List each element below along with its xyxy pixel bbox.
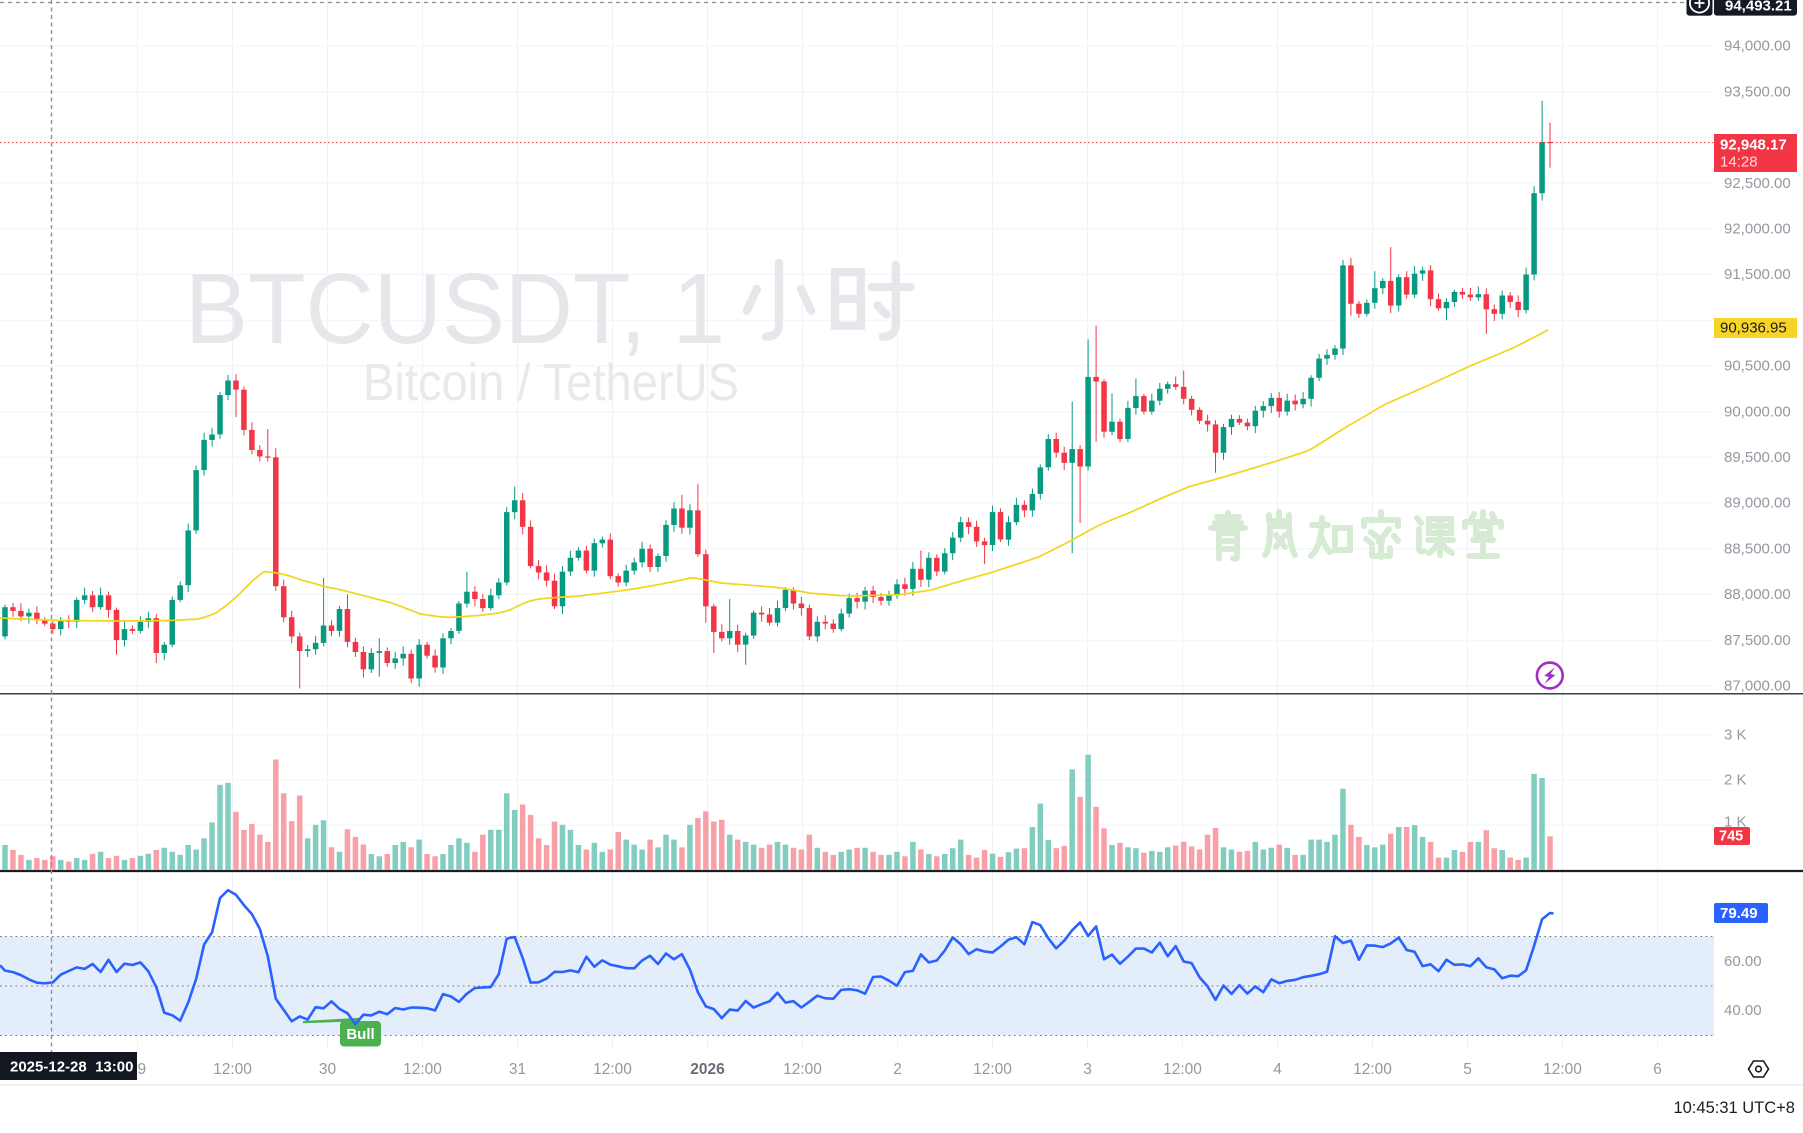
svg-text:40.00: 40.00 [1724, 1002, 1762, 1019]
svg-text:12:00: 12:00 [973, 1061, 1012, 1078]
svg-text:60.00: 60.00 [1724, 953, 1762, 970]
svg-text:BTCUSDT, 1: BTCUSDT, 1 [185, 253, 725, 365]
svg-text:92,500.00: 92,500.00 [1724, 175, 1791, 192]
svg-text:2026: 2026 [690, 1061, 725, 1078]
svg-text:90,936.95: 90,936.95 [1720, 320, 1787, 337]
svg-text:89,500.00: 89,500.00 [1724, 449, 1791, 466]
svg-text:745: 745 [1719, 829, 1743, 845]
svg-text:3: 3 [1083, 1061, 1092, 1078]
svg-text:10:45:31 UTC+8: 10:45:31 UTC+8 [1673, 1099, 1795, 1117]
svg-text:89,000.00: 89,000.00 [1724, 495, 1791, 512]
svg-text:79.49: 79.49 [1720, 905, 1758, 922]
svg-text:2025-12-28 13:00: 2025-12-28 13:00 [10, 1059, 133, 1076]
svg-text:88,500.00: 88,500.00 [1724, 540, 1791, 557]
svg-text:1 K: 1 K [1724, 814, 1747, 831]
svg-text:88,000.00: 88,000.00 [1724, 586, 1791, 603]
svg-text:91,500.00: 91,500.00 [1724, 266, 1791, 283]
svg-text:87,500.00: 87,500.00 [1724, 632, 1791, 649]
svg-text:Bull: Bull [346, 1026, 374, 1043]
svg-text:94,493.21: 94,493.21 [1725, 0, 1792, 15]
svg-text:12:00: 12:00 [1163, 1061, 1202, 1078]
svg-text:12:00: 12:00 [403, 1061, 442, 1078]
svg-text:5: 5 [1463, 1061, 1472, 1078]
svg-text:87,000.00: 87,000.00 [1724, 678, 1791, 695]
svg-text:12:00: 12:00 [1543, 1061, 1582, 1078]
svg-text:31: 31 [509, 1061, 526, 1078]
svg-text:12:00: 12:00 [783, 1061, 822, 1078]
svg-text:12:00: 12:00 [593, 1061, 632, 1078]
svg-text:90,000.00: 90,000.00 [1724, 403, 1791, 420]
svg-text:92,948.17: 92,948.17 [1720, 137, 1787, 154]
svg-text:14:28: 14:28 [1720, 154, 1758, 171]
svg-text:2: 2 [893, 1061, 902, 1078]
svg-text:90,500.00: 90,500.00 [1724, 358, 1791, 375]
svg-text:3 K: 3 K [1724, 727, 1747, 744]
svg-text:2 K: 2 K [1724, 772, 1747, 789]
svg-text:92,000.00: 92,000.00 [1724, 221, 1791, 238]
svg-text:94,000.00: 94,000.00 [1724, 38, 1791, 55]
svg-text:6: 6 [1653, 1061, 1662, 1078]
svg-text:12:00: 12:00 [1353, 1061, 1392, 1078]
svg-text:93,500.00: 93,500.00 [1724, 83, 1791, 100]
svg-text:Bitcoin / TetherUS: Bitcoin / TetherUS [363, 354, 739, 412]
svg-text:4: 4 [1273, 1061, 1282, 1078]
svg-text:12:00: 12:00 [213, 1061, 252, 1078]
svg-text:30: 30 [319, 1061, 337, 1078]
